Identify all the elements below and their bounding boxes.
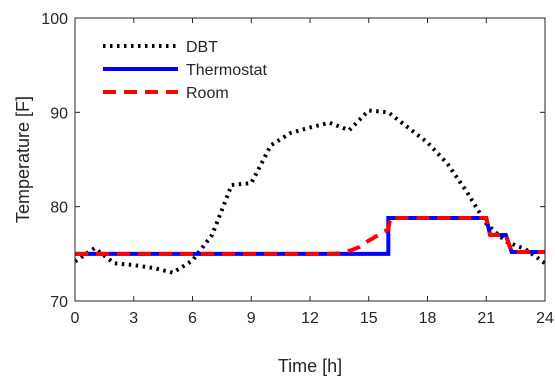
- series-group: [75, 108, 545, 275]
- legend-label-thermostat: Thermostat: [186, 62, 267, 79]
- x-axis-label: Time [h]: [278, 356, 342, 376]
- y-tick-label: 90: [50, 105, 68, 122]
- x-tick-label: 3: [129, 310, 138, 327]
- x-tick-label: 12: [301, 310, 319, 327]
- x-tick-label: 6: [188, 310, 197, 327]
- x-tick-label: 9: [247, 310, 256, 327]
- y-tick-label: 70: [50, 294, 68, 311]
- legend-label-dbt: DBT: [186, 39, 218, 56]
- legend: DBT Thermostat Room: [103, 39, 267, 102]
- x-tick-label: 0: [71, 310, 80, 327]
- y-tick-label: 100: [41, 11, 68, 28]
- x-tick-label: 18: [419, 310, 437, 327]
- x-tick-label: 15: [360, 310, 378, 327]
- x-tick-label: 21: [477, 310, 495, 327]
- legend-label-room: Room: [186, 85, 229, 102]
- series-line-dbt: [75, 108, 545, 275]
- x-tick-label: 24: [536, 310, 554, 327]
- y-axis-label: Temperature [F]: [13, 96, 33, 223]
- plot-frame: [74, 17, 546, 302]
- x-tick-labels: 0 3 6 9 12 15 18 21 24: [71, 310, 554, 327]
- plot-area: [75, 18, 545, 301]
- y-tick-label: 80: [50, 200, 68, 217]
- y-tick-labels: 70 80 90 100: [41, 11, 68, 311]
